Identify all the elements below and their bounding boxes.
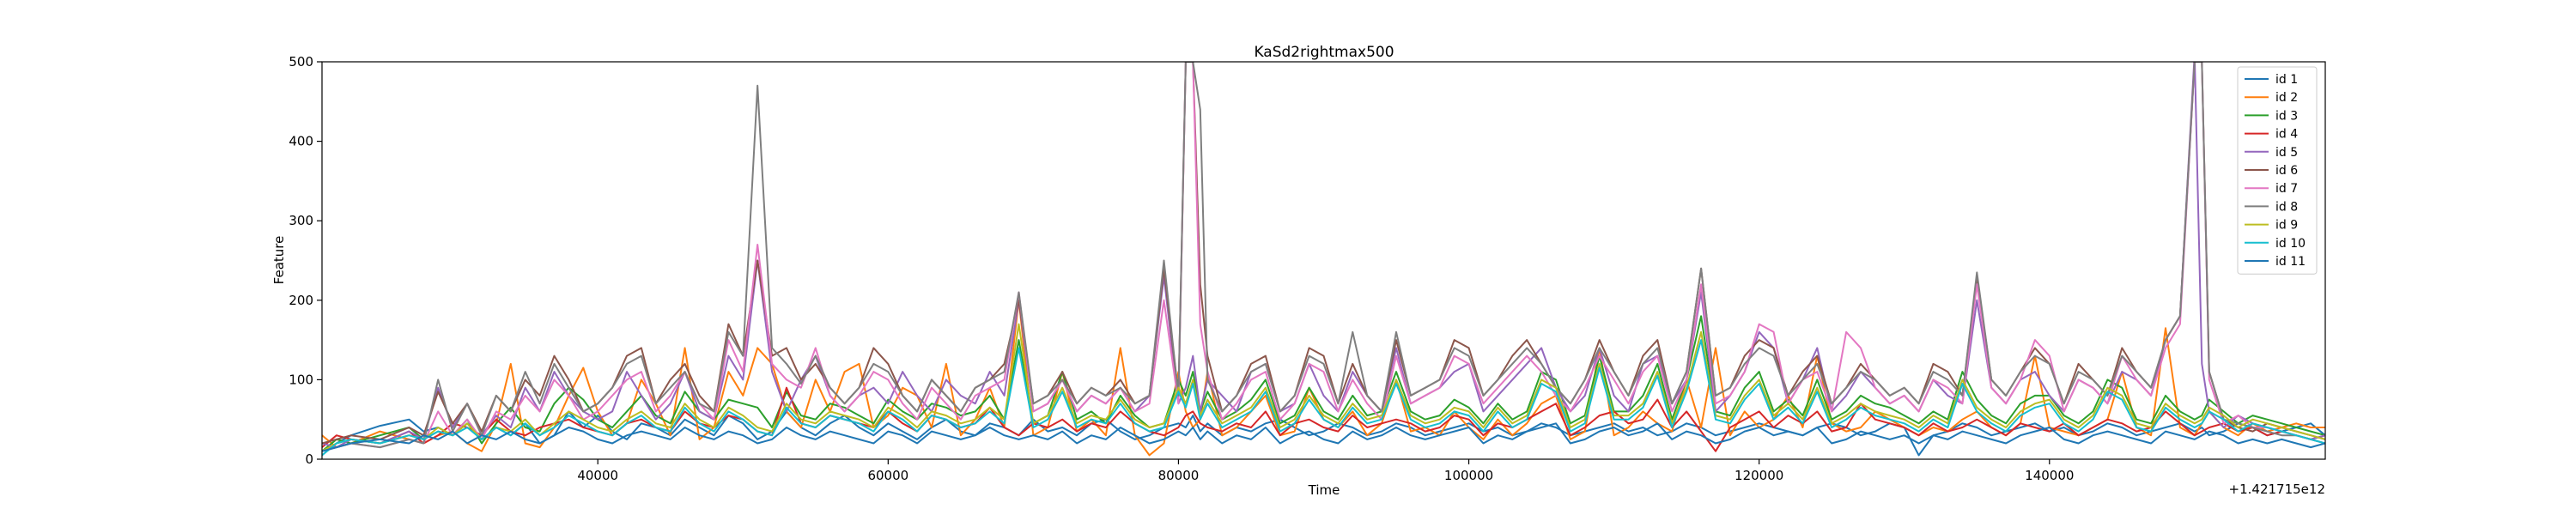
legend-label: id 3 xyxy=(2275,109,2298,123)
y-tick-label: 400 xyxy=(289,134,313,149)
legend-label: id 5 xyxy=(2275,146,2298,160)
legend-label: id 6 xyxy=(2275,164,2298,178)
x-axis-offset-label: +1.421715e12 xyxy=(2229,482,2325,497)
chart-title: KaSd2rightmax500 xyxy=(1254,44,1394,61)
y-tick-label: 100 xyxy=(289,372,313,387)
legend-label: id 2 xyxy=(2275,91,2298,105)
series-line-9 xyxy=(322,323,2325,452)
x-tick-label: 120000 xyxy=(1735,468,1783,483)
series-line-8 xyxy=(322,62,2325,452)
legend-label: id 4 xyxy=(2275,128,2298,142)
legend-label: id 9 xyxy=(2275,219,2298,233)
series-layer xyxy=(322,62,2325,457)
series-line-3 xyxy=(322,315,2325,452)
x-axis: 40000 60000 80000 100000 120000 140000 xyxy=(577,459,2074,483)
legend-label: id 1 xyxy=(2275,73,2298,87)
series-line-11 xyxy=(322,422,2325,452)
x-axis-label: Time xyxy=(1308,482,1340,498)
y-tick-label: 500 xyxy=(289,54,313,70)
series-line-4 xyxy=(322,386,2325,452)
plot-frame xyxy=(321,61,2326,460)
legend-label: id 8 xyxy=(2275,200,2298,214)
legend-label: id 10 xyxy=(2275,237,2306,251)
x-tick-label: 80000 xyxy=(1158,468,1200,483)
x-tick-label: 60000 xyxy=(867,468,908,483)
x-tick-label: 40000 xyxy=(577,468,618,483)
y-tick-label: 300 xyxy=(289,213,313,228)
legend-label: id 11 xyxy=(2275,255,2306,269)
legend: id 1 id 2 id 3 id 4 id 5 id 6 id 7 id 8 id 9 id 1… xyxy=(2237,66,2318,275)
y-tick-label: 0 xyxy=(305,451,313,467)
x-tick-label: 100000 xyxy=(1444,468,1493,483)
x-tick-label: 140000 xyxy=(2025,468,2074,483)
legend-frame xyxy=(2237,66,2318,275)
y-tick-label: 200 xyxy=(289,293,313,308)
series-line-5 xyxy=(322,62,2325,449)
legend-label: id 7 xyxy=(2275,182,2298,196)
y-axis: 0 100 200 300 400 500 xyxy=(289,54,322,467)
y-axis-label: Feature xyxy=(271,236,287,285)
series-line-7 xyxy=(322,62,2325,452)
series-line-10 xyxy=(322,339,2325,457)
series-line-1 xyxy=(322,410,2325,457)
